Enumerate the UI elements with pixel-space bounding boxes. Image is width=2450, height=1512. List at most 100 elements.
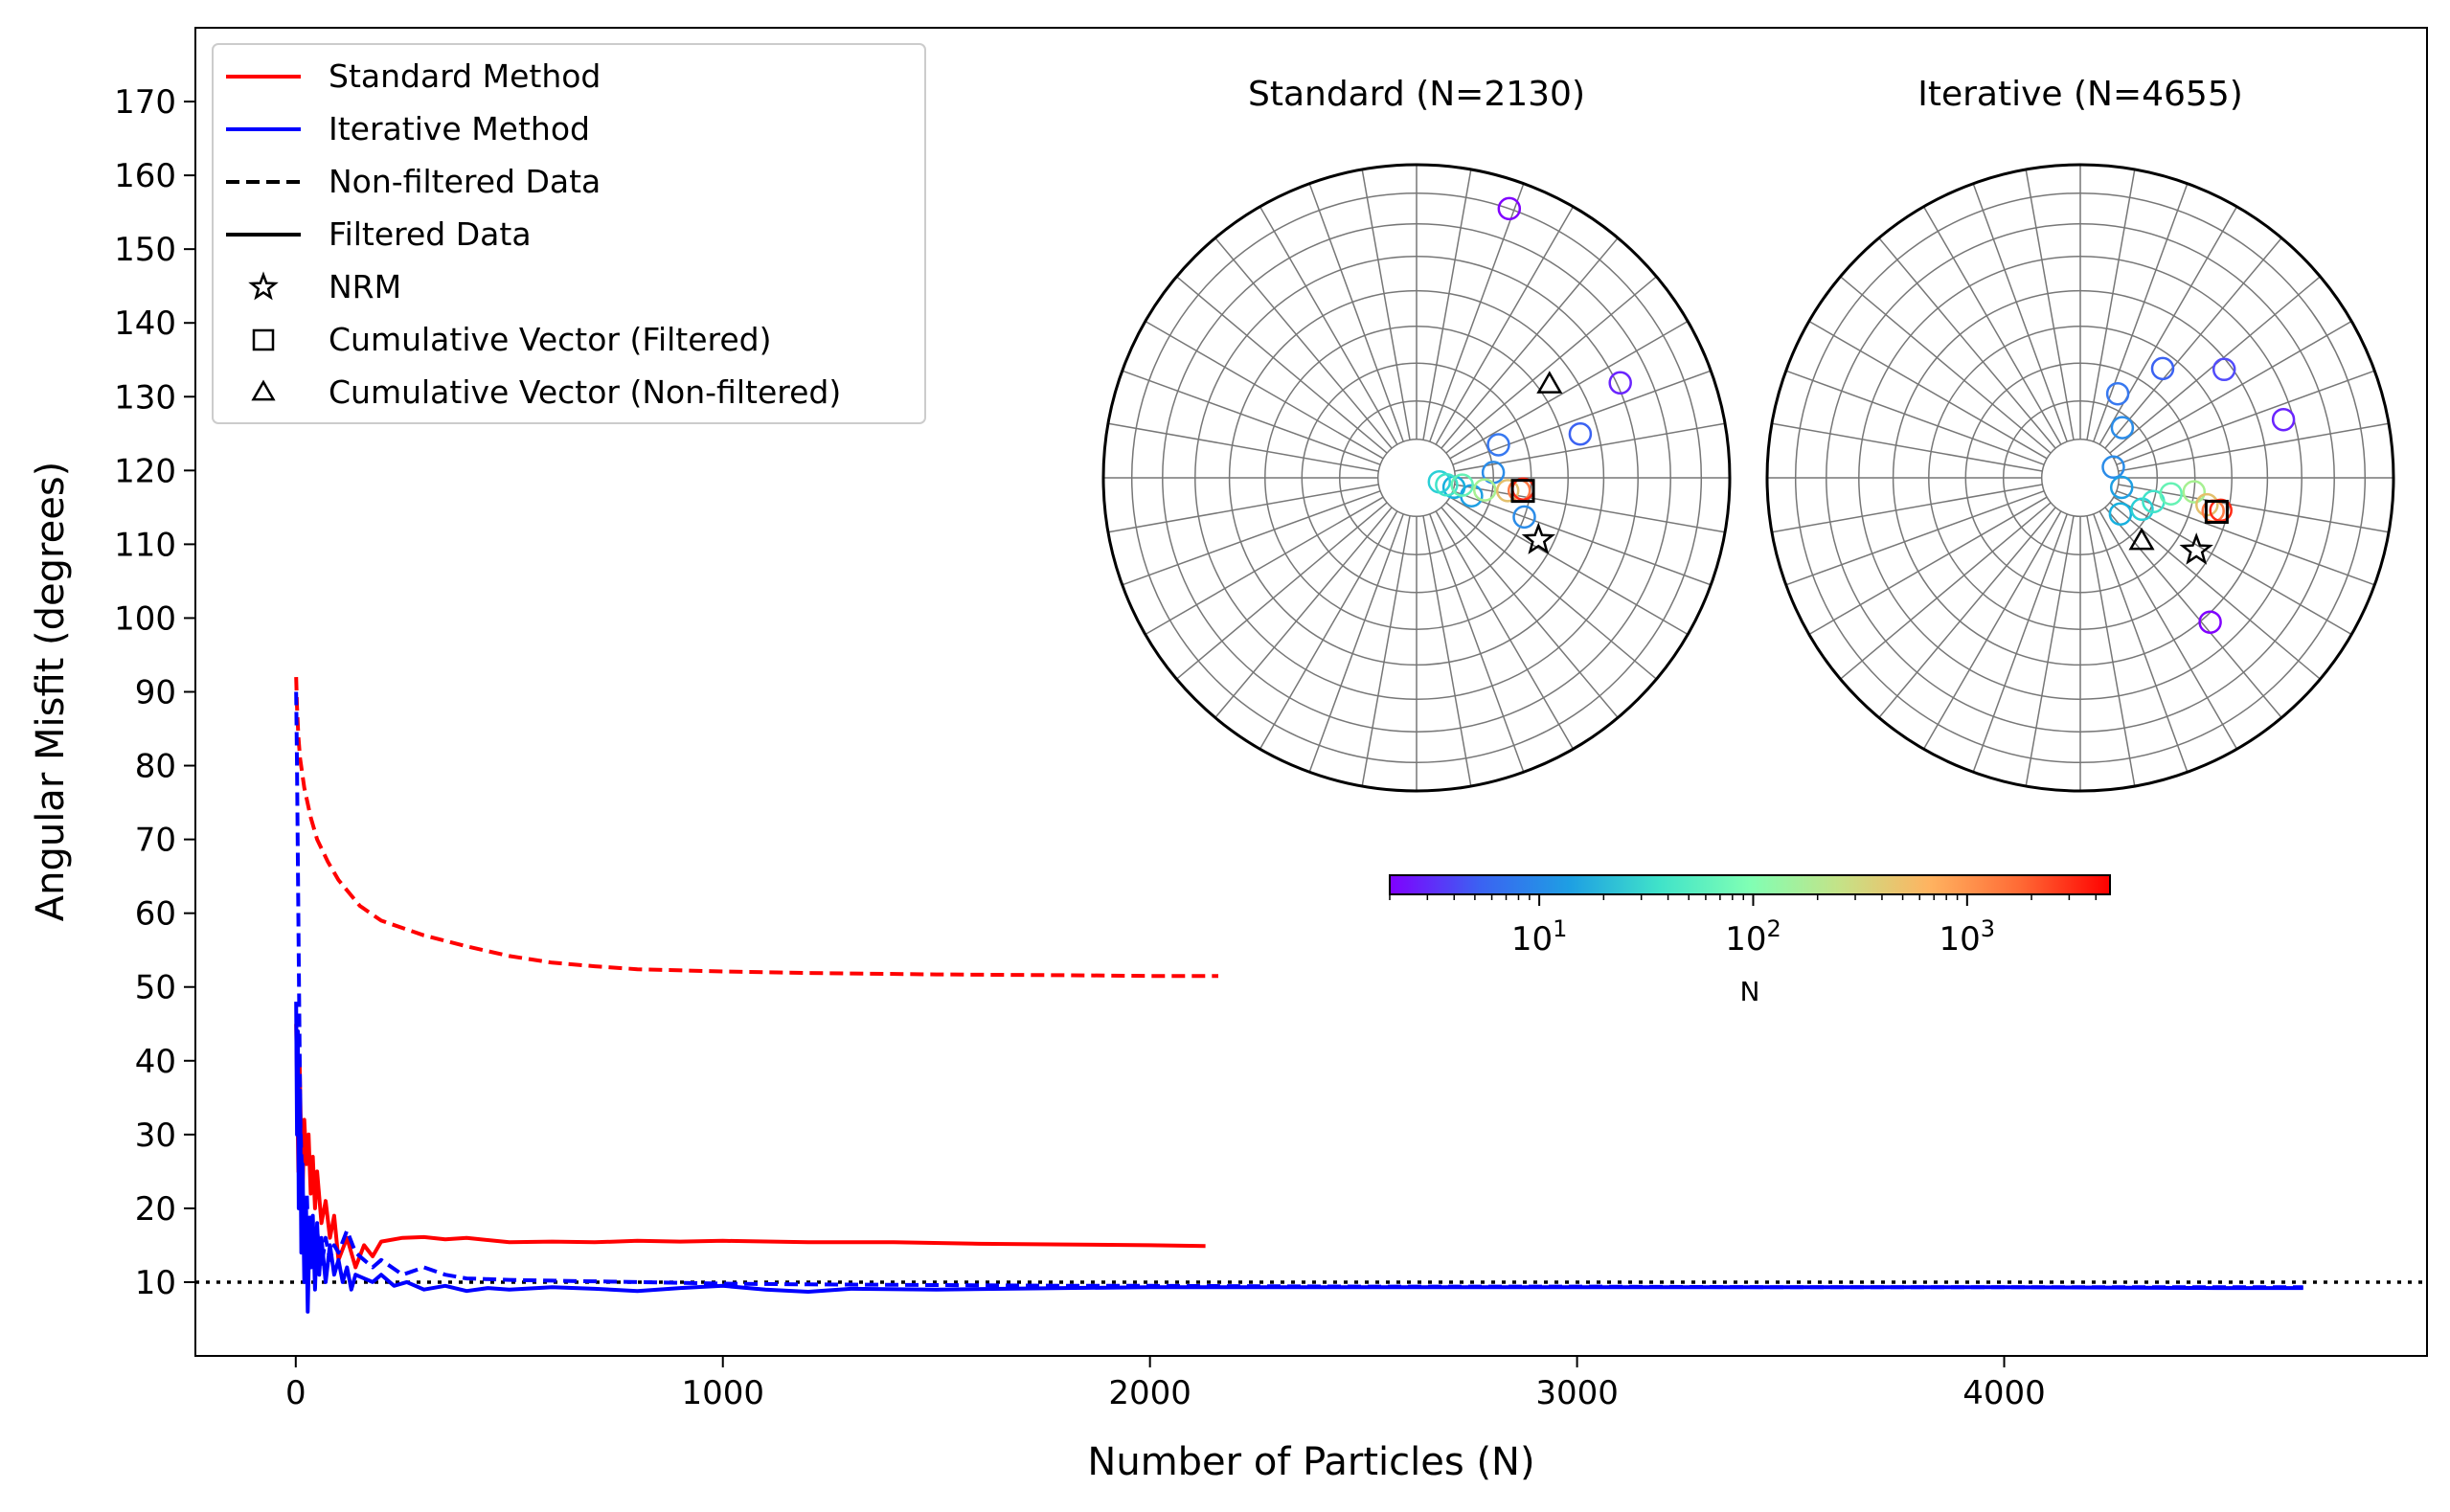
stereonet-standard-title: Standard (N=2130): [1248, 75, 1585, 114]
colorbar-tick-label: 101: [1511, 915, 1568, 959]
declination-line: [2109, 502, 2321, 680]
legend-triangle-marker: [251, 379, 276, 401]
declination-line: [1972, 513, 2068, 773]
declination-line: [1122, 490, 1381, 586]
stereonet-iterative-grid: [1765, 163, 2395, 793]
declination-line: [2086, 515, 2136, 787]
declination-line: [1176, 502, 1388, 680]
declination-line: [1361, 169, 1411, 440]
declination-line: [1771, 422, 2043, 472]
declination-line: [2025, 515, 2075, 787]
declination-line: [1972, 183, 2068, 442]
y-tick-label: 130: [114, 378, 176, 417]
declination-line: [1840, 502, 2052, 680]
legend-star-marker: [248, 271, 279, 301]
direction-point: [2182, 480, 2207, 504]
declination-line: [1145, 320, 1384, 460]
y-tick-label: 20: [135, 1190, 176, 1229]
direction-point: [2109, 475, 2134, 500]
direction-point: [1497, 196, 1522, 221]
declination-line: [2025, 169, 2075, 440]
declination-line: [2116, 490, 2375, 586]
direction-point: [2150, 356, 2175, 381]
declination-line: [1435, 206, 1575, 445]
colorbar-gradient: [1389, 874, 2111, 895]
declination-line: [2118, 422, 2390, 472]
nrm-star-marker: [1521, 522, 1556, 554]
x-axis-ticks: 0 1000 2000 3000 4000: [285, 1356, 2046, 1412]
direction-point: [2159, 482, 2183, 506]
direction-point: [1472, 478, 1497, 502]
declination-line: [1808, 496, 2048, 636]
legend-entry: Non-filtered Data: [226, 163, 601, 200]
legend-label: Filtered Data: [329, 215, 532, 253]
declination-line: [1449, 496, 1689, 636]
cumulative-filtered-square-marker: [2204, 499, 2229, 524]
colorbar-label: N: [1740, 976, 1760, 1007]
declination-line: [1771, 484, 2043, 533]
series-layer: [294, 677, 2303, 1314]
direction-point: [1568, 421, 1593, 446]
colorbar: 101 102 103 N: [1389, 874, 2111, 1007]
declination-line: [1785, 370, 2045, 465]
declination-line: [1308, 183, 1404, 442]
declination-line: [1435, 510, 1575, 750]
declination-line: [1441, 237, 1619, 449]
y-tick-label: 90: [135, 674, 176, 712]
declination-line: [1441, 507, 1619, 718]
y-tick-label: 120: [114, 452, 176, 490]
direction-point: [2198, 610, 2222, 634]
direction-point: [2101, 455, 2125, 480]
declination-line: [1922, 510, 2062, 750]
declination-line: [2116, 370, 2375, 465]
declination-line: [1429, 183, 1525, 442]
declination-line: [2086, 169, 2136, 440]
direction-point: [2108, 502, 2133, 526]
stereonet-iterative: Iterative (N=4655): [1765, 75, 2395, 793]
declination-line: [1449, 320, 1689, 460]
y-tick-label: 160: [114, 157, 176, 195]
y-tick-label: 80: [135, 748, 176, 786]
declination-line: [2098, 206, 2238, 445]
colorbar-ticks: 101 102 103: [1389, 894, 2098, 959]
declination-line: [2104, 237, 2282, 449]
declination-line: [1429, 513, 1525, 773]
stereonet-iterative-title: Iterative (N=4655): [1917, 75, 2243, 114]
x-tick-label: 4000: [1962, 1374, 2046, 1412]
stereonet-standard: Standard (N=2130): [1101, 75, 1732, 793]
declination-line: [2118, 484, 2390, 533]
y-tick-label: 70: [135, 822, 176, 860]
legend: Standard Method Iterative Method Non-filte…: [212, 43, 926, 424]
legend-label: Cumulative Vector (Non-filtered): [329, 373, 841, 411]
y-tick-label: 170: [114, 83, 176, 122]
declination-line: [1107, 484, 1379, 533]
declination-line: [1445, 502, 1657, 680]
declination-line: [1145, 496, 1384, 636]
legend-label: Standard Method: [329, 57, 601, 95]
legend-label: Non-filtered Data: [329, 163, 601, 200]
legend-entry: Standard Method: [226, 57, 601, 95]
declination-line: [1422, 169, 1472, 440]
y-tick-label: 40: [135, 1043, 176, 1081]
main-axes: 0 1000 2000 3000 4000 1020304050607080901001…: [29, 27, 2428, 1484]
x-axis-label: Number of Particles (N): [1087, 1440, 1534, 1484]
declination-line: [1785, 490, 2045, 586]
direction-point: [1512, 505, 1536, 530]
y-tick-label: 110: [114, 526, 176, 564]
y-tick-label: 10: [135, 1264, 176, 1302]
legend-label: NRM: [329, 268, 401, 305]
legend-box: [212, 43, 926, 424]
stereonet-iterative-points: [2101, 356, 2296, 634]
declination-line: [1308, 513, 1404, 773]
declination-line: [1878, 237, 2056, 449]
direction-point: [2209, 498, 2233, 523]
direction-point: [1486, 433, 1510, 457]
declination-line: [1122, 370, 1381, 465]
x-tick-label: 3000: [1535, 1374, 1619, 1412]
legend-entry: Iterative Method: [226, 110, 590, 147]
direction-point: [2110, 416, 2135, 440]
declination-line: [2113, 320, 2352, 460]
y-axis-ticks: 10 20 30 40 50 60 70 80 90 100 110 120 130 140 150 160 1…: [114, 83, 195, 1302]
x-tick-label: 0: [285, 1374, 306, 1412]
primitive-circle: [1765, 163, 2395, 793]
